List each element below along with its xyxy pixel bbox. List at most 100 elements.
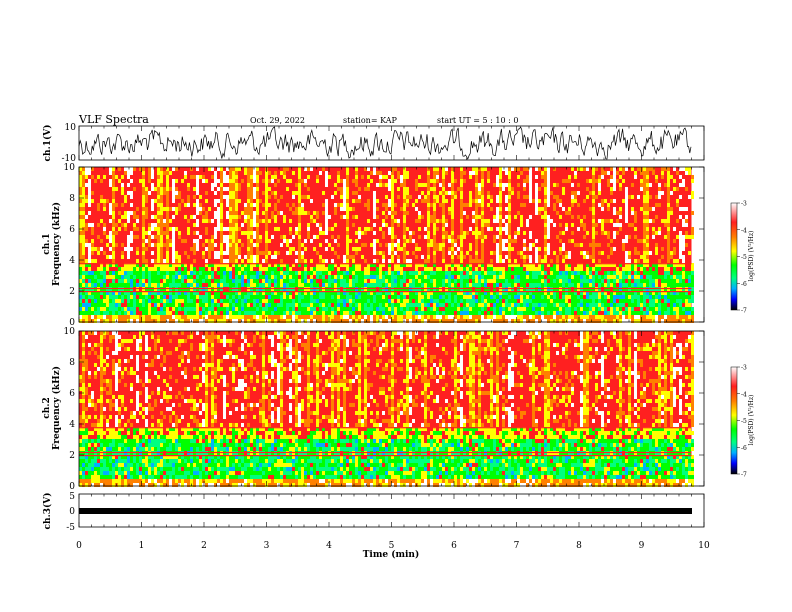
ch1-spectrogram-cell xyxy=(487,275,490,279)
ch1-spectrogram-cell xyxy=(418,299,421,303)
ch1-spectrogram-cell xyxy=(433,231,436,235)
ch1-spectrogram-cell xyxy=(196,291,199,295)
ch1-spectrogram-cell xyxy=(199,175,202,179)
ch1-spectrogram-cell xyxy=(199,271,202,275)
ch1-spectrogram-cell xyxy=(643,279,646,283)
ch1-spectrogram-cell xyxy=(664,235,667,239)
ch1-spectrogram-cell xyxy=(238,299,241,303)
ch1-spectrogram-cell xyxy=(283,299,286,303)
ch1-spectrogram-cell xyxy=(307,311,310,315)
ch1-spectrogram-cell xyxy=(493,251,496,255)
ch1-spectrogram-cell xyxy=(190,247,193,251)
ch1-spectrogram-cell xyxy=(664,167,667,171)
ch1-spectrogram-cell xyxy=(589,271,592,275)
ch1-spectrogram-cell xyxy=(481,227,484,231)
ch1-spectrogram-cell xyxy=(436,295,439,299)
ch1-spectrogram-cell xyxy=(355,263,358,267)
ch1-spectrogram-cell xyxy=(577,271,580,275)
ch1-spectrogram-cell xyxy=(112,167,115,171)
ch1-spectrogram-cell xyxy=(493,183,496,187)
ch1-spectrogram-cell xyxy=(385,175,388,179)
ch1-spectrogram-cell xyxy=(310,295,313,299)
ch1-spectrogram-cell xyxy=(655,319,658,323)
ch1-spectrogram-cell xyxy=(295,303,298,307)
ch1-spectrogram-cell xyxy=(427,291,430,295)
ch1-spectrogram-cell xyxy=(367,207,370,211)
ch1-spectrogram-cell xyxy=(241,311,244,315)
ch1-spectrogram-cell xyxy=(592,243,595,247)
ch1-spectrogram-cell xyxy=(364,203,367,207)
ch1-spectrogram-cell xyxy=(346,175,349,179)
ch1-spectrogram-cell xyxy=(172,243,175,247)
ch1-spectrogram-cell xyxy=(598,307,601,311)
ch1-spectrogram-cell xyxy=(265,271,268,275)
ch1-spectrogram-cell xyxy=(310,199,313,203)
ch1-spectrogram-cell xyxy=(340,307,343,311)
ch1-spectrogram-cell xyxy=(571,199,574,203)
ch1-spectrogram-cell xyxy=(418,219,421,223)
ch1-spectrogram-cell xyxy=(388,179,391,183)
ch1-spectrogram-cell xyxy=(511,315,514,319)
ch1-spectrogram-cell xyxy=(418,307,421,311)
ch1-spectrogram-cell xyxy=(250,199,253,203)
ch1-spectrogram-cell xyxy=(277,279,280,283)
ch1-spectrogram-cell xyxy=(481,303,484,307)
ch1-spectrogram-cell xyxy=(253,179,256,183)
ch1-spectrogram-cell xyxy=(394,243,397,247)
ch1-spectrogram-cell xyxy=(229,319,232,323)
ch1-spectrogram-cell xyxy=(655,299,658,303)
ch1-spectrogram-cell xyxy=(277,275,280,279)
ch1-spectrogram-cell xyxy=(331,299,334,303)
ch1-spectrogram-cell xyxy=(235,195,238,199)
ch1-spectrogram-cell xyxy=(604,275,607,279)
ch1-spectrogram-cell xyxy=(388,303,391,307)
ch1-spectrogram-cell xyxy=(217,207,220,211)
ch1-spectrogram-cell xyxy=(427,251,430,255)
ch1-spectrogram-cell xyxy=(346,235,349,239)
ch1-spectrogram-cell xyxy=(166,291,169,295)
ch1-spectrogram-cell xyxy=(97,319,100,323)
ch1-spectrogram-cell xyxy=(343,319,346,323)
ch1-spectrogram-cell xyxy=(154,227,157,231)
ch1-spectrogram-cell xyxy=(541,307,544,311)
ch1-spectrogram-cell xyxy=(379,307,382,311)
ch1-spectrogram-cell xyxy=(604,271,607,275)
ch1-spectrogram-cell xyxy=(403,279,406,283)
ch1-spectrogram-cell xyxy=(475,267,478,271)
ch1-spectrogram-cell xyxy=(130,315,133,319)
ch1-spectrogram-cell xyxy=(235,307,238,311)
ch1-spectrogram-cell xyxy=(97,207,100,211)
ch1-spectrogram-cell xyxy=(241,275,244,279)
ch1-spectrogram-cell xyxy=(130,311,133,315)
ch1-spectrogram-cell xyxy=(244,319,247,323)
ch1-spectrogram-cell xyxy=(238,279,241,283)
ch1-spectrogram-cell xyxy=(145,307,148,311)
ch1-spectrogram-cell xyxy=(472,283,475,287)
ch1-spectrogram-cell xyxy=(373,251,376,255)
ch1-spectrogram-cell xyxy=(541,279,544,283)
ch1-spectrogram-cell xyxy=(346,219,349,223)
ch1-spectrogram-cell xyxy=(577,227,580,231)
ch1-spectrogram-cell xyxy=(529,195,532,199)
ch1-spectrogram-cell xyxy=(556,295,559,299)
ch1-spectrogram-cell xyxy=(250,283,253,287)
ch1-spectrogram-cell xyxy=(433,195,436,199)
ch1-spectrogram-cell xyxy=(442,231,445,235)
ch1-spectrogram-cell xyxy=(103,303,106,307)
ch1-spectrogram-cell xyxy=(181,179,184,183)
ch1-spectrogram-cell xyxy=(556,303,559,307)
ch1-spectrogram-cell xyxy=(118,211,121,215)
ch1-spectrogram-cell xyxy=(271,271,274,275)
ch1-spectrogram-cell xyxy=(169,311,172,315)
ch1-spectrogram-cell xyxy=(208,283,211,287)
ch1-spectrogram-cell xyxy=(619,167,622,171)
ch1-spectrogram-cell xyxy=(520,279,523,283)
ch1-spectrogram-cell xyxy=(112,291,115,295)
ch1-spectrogram-cell xyxy=(529,307,532,311)
ch1-spectrogram-cell xyxy=(232,191,235,195)
ch1-spectrogram-cell xyxy=(436,279,439,283)
ch1-spectrogram-cell xyxy=(133,303,136,307)
ch1-spectrogram-cell xyxy=(631,183,634,187)
ch1-spectrogram-cell xyxy=(481,283,484,287)
ch1-spectrogram-cell xyxy=(577,303,580,307)
